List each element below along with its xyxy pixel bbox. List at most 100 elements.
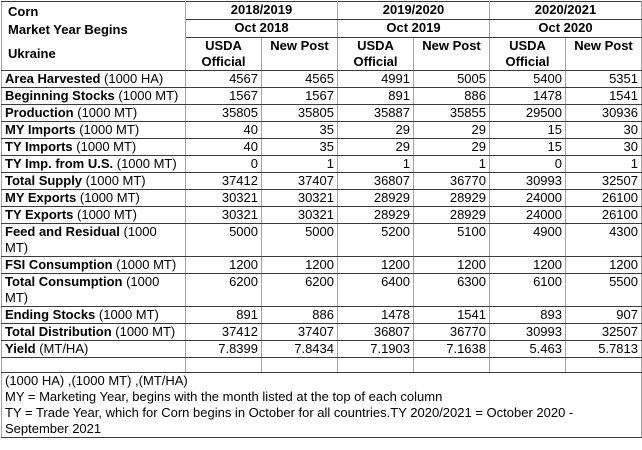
value-cell: 5000 [185, 223, 262, 257]
value-cell: 4567 [185, 70, 262, 88]
value-cell: 28929 [337, 206, 414, 224]
value-cell: 1200 [413, 256, 490, 274]
value-cell: 30936 [565, 104, 642, 122]
value-cell: 1541 [413, 306, 490, 324]
value-cell: 26100 [565, 189, 642, 207]
value-cell: 886 [413, 87, 490, 105]
row-label: Ending Stocks [5, 307, 96, 323]
row-label-cell: TY Exports (1000 MT) [1, 206, 186, 224]
value-cell: 7.8399 [185, 340, 262, 358]
value-cell: 29 [337, 138, 414, 156]
row-unit-label: (1000 MT) [118, 88, 179, 104]
value-cell: 4991 [337, 70, 414, 88]
value-cell: 40 [185, 121, 262, 139]
value-cell: 1200 [489, 256, 566, 274]
row-label: MY Imports [5, 122, 76, 138]
value-cell: 30321 [261, 189, 338, 207]
row-label: Total Supply [5, 173, 83, 189]
value-cell: 26100 [565, 206, 642, 224]
value-cell: 1567 [185, 87, 262, 105]
table-row: FSI Consumption (1000 MT) 1200 1200 1200 120… [1, 256, 642, 274]
footnotes-cell: (1000 HA) ,(1000 MT) ,(MT/HA) MY = Marke… [1, 372, 642, 438]
value-cell: 29 [413, 121, 490, 139]
row-label: TY Imp. from U.S. [5, 156, 114, 172]
year-header-row: Corn Market Year Begins Ukraine 2018/201… [1, 1, 642, 71]
value-cell: 37407 [261, 172, 338, 190]
commodity-label: Corn [8, 4, 39, 19]
value-cell: 891 [337, 87, 414, 105]
row-unit-label: (1000 MT) [79, 190, 140, 206]
year-header-2020-2021: 2020/2021 [489, 1, 642, 20]
value-cell: 6200 [185, 273, 262, 307]
value-cell: 29 [337, 121, 414, 139]
value-cell: 36770 [413, 172, 490, 190]
row-label-cell: Total Distribution (1000 MT) [1, 323, 186, 341]
value-cell: 35 [261, 138, 338, 156]
table-row: Total Supply (1000 MT) 37412 37407 36807 367… [1, 172, 642, 190]
country-label: Ukraine [8, 45, 56, 61]
spacer-cell [261, 357, 338, 373]
source-header-new-post: New Post [565, 37, 642, 71]
spacer-cell [489, 357, 566, 373]
value-cell: 37412 [185, 172, 262, 190]
value-cell: 30993 [489, 323, 566, 341]
table-row: TY Imports (1000 MT) 40 35 29 29 15 30 [1, 138, 642, 156]
value-cell: 1200 [261, 256, 338, 274]
row-label-cell: MY Imports (1000 MT) [1, 121, 186, 139]
value-cell: 35 [261, 121, 338, 139]
value-cell: 28929 [337, 189, 414, 207]
table-row: Area Harvested (1000 HA) 4567 4565 4991 5005… [1, 70, 642, 88]
value-cell: 36807 [337, 172, 414, 190]
value-cell: 1541 [565, 87, 642, 105]
value-cell: 5.7813 [565, 340, 642, 358]
row-unit-label: (MT/HA) [39, 341, 89, 357]
row-label: TY Exports [5, 207, 74, 223]
value-cell: 30 [565, 138, 642, 156]
spacer-cell [185, 357, 262, 373]
row-unit-label: (1000 MT) [116, 257, 177, 273]
value-cell: 6300 [413, 273, 490, 307]
source-header-usda-official: USDA Official [337, 37, 414, 71]
source-header-usda-official: USDA Official [489, 37, 566, 71]
spacer-row [1, 357, 642, 373]
footnotes-row: (1000 HA) ,(1000 MT) ,(MT/HA) MY = Marke… [1, 372, 642, 438]
source-header-new-post: New Post [413, 37, 490, 71]
value-cell: 4900 [489, 223, 566, 257]
value-cell: 1200 [337, 256, 414, 274]
value-cell: 6400 [337, 273, 414, 307]
value-cell: 24000 [489, 206, 566, 224]
table-row: TY Exports (1000 MT) 30321 30321 28929 28929… [1, 206, 642, 224]
table-row: TY Imp. from U.S. (1000 MT) 0 1 1 1 0 1 [1, 155, 642, 173]
source-header-new-post: New Post [261, 37, 338, 71]
row-unit-label: (1000 MT) [116, 156, 177, 172]
row-unit-label: (1000 MT) [85, 173, 146, 189]
table-row: Yield (MT/HA) 7.8399 7.8434 7.1903 7.1638 5.4… [1, 340, 642, 358]
value-cell: 5400 [489, 70, 566, 88]
year-header-2019-2020: 2019/2020 [337, 1, 490, 20]
table-row: Production (1000 MT) 35805 35805 35887 35855… [1, 104, 642, 122]
row-label-cell: Feed and Residual (1000 MT) [1, 223, 186, 257]
table-row: MY Exports (1000 MT) 30321 30321 28929 28929… [1, 189, 642, 207]
value-cell: 4300 [565, 223, 642, 257]
row-label: FSI Consumption [5, 257, 113, 273]
row-label-cell: MY Exports (1000 MT) [1, 189, 186, 207]
row-label: TY Imports [5, 139, 73, 155]
units-note: (1000 HA) ,(1000 MT) ,(MT/HA) [5, 373, 188, 389]
value-cell: 28929 [413, 189, 490, 207]
value-cell: 6100 [489, 273, 566, 307]
value-cell: 35887 [337, 104, 414, 122]
value-cell: 7.8434 [261, 340, 338, 358]
value-cell: 0 [489, 155, 566, 173]
table-row: MY Imports (1000 MT) 40 35 29 29 15 30 [1, 121, 642, 139]
value-cell: 1478 [337, 306, 414, 324]
value-cell: 15 [489, 121, 566, 139]
table-row: Total Distribution (1000 MT) 37412 37407 36… [1, 323, 642, 341]
market-year-begins-label: Market Year Begins [8, 22, 128, 37]
month-header-oct-2019: Oct 2019 [337, 19, 490, 38]
value-cell: 1 [337, 155, 414, 173]
source-header-usda-official: USDA Official [185, 37, 262, 71]
value-cell: 28929 [413, 206, 490, 224]
row-unit-label: (1000 HA) [104, 71, 164, 87]
table-row: Feed and Residual (1000 MT) 5000 5000 5200 5… [1, 223, 642, 257]
row-label-cell: Ending Stocks (1000 MT) [1, 306, 186, 324]
